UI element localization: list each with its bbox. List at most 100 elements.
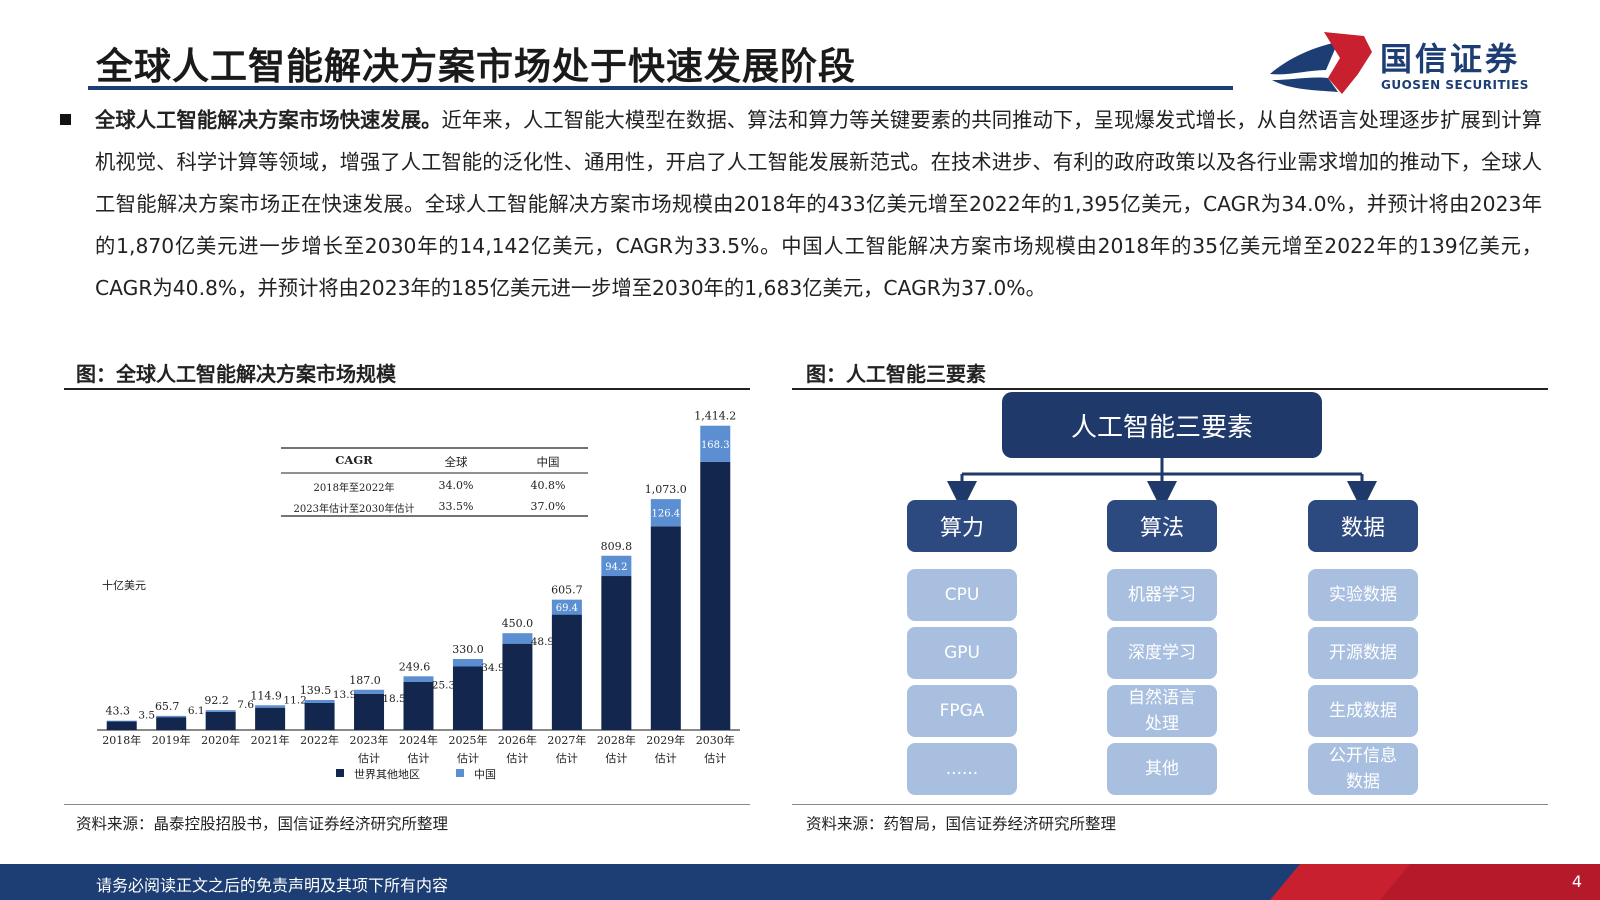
bar-world-1 xyxy=(156,717,187,730)
x-tick-label-2-0: 2020年 xyxy=(201,733,240,747)
total-label-11: 1,073.0 xyxy=(645,483,687,496)
footer-bar: 请务必阅读正文之后的免责声明及其项下所有内容 4 xyxy=(0,864,1600,900)
leaf-machine-learning: 机器学习 xyxy=(1107,569,1217,621)
diagram-connectors xyxy=(947,458,1377,511)
bar-world-10 xyxy=(601,576,632,730)
bar-china-0 xyxy=(106,720,137,722)
bar-world-4 xyxy=(304,702,335,730)
china-label-10: 94.2 xyxy=(605,562,627,573)
bar-china-10 xyxy=(601,555,632,577)
total-label-5: 187.0 xyxy=(349,674,381,687)
china-label-4: 13.9 xyxy=(333,689,356,701)
bar-world-5 xyxy=(354,693,385,730)
x-tick-label-3-0: 2021年 xyxy=(251,733,290,747)
cagr-row-1-china: 37.0% xyxy=(531,500,566,513)
figure-left-source: 资料来源：晶泰控股招股书，国信证券经济研究所整理 xyxy=(76,815,449,833)
china-label-2: 7.6 xyxy=(237,699,254,711)
bar-china-1 xyxy=(156,715,187,718)
cagr-row-1-global: 33.5% xyxy=(439,500,474,513)
bar-china-11 xyxy=(650,499,681,527)
china-label-0: 3.5 xyxy=(138,710,155,722)
bar-china-8 xyxy=(502,633,533,644)
figure-right-source: 资料来源：药智局，国信证券经济研究所整理 xyxy=(806,815,1117,833)
total-label-6: 249.6 xyxy=(399,660,431,673)
figure-left-title: 图：全球人工智能解决方案市场规模 xyxy=(76,362,396,386)
legend-label-china: 中国 xyxy=(474,768,496,781)
intro-paragraph: 全球人工智能解决方案市场快速发展。近年来，人工智能大模型在数据、算法和算力等关键… xyxy=(95,99,1542,309)
x-tick-label-9-1: 估计 xyxy=(556,752,578,765)
leaf-experimental-data: 实验数据 xyxy=(1308,569,1418,621)
china-label-6: 25.3 xyxy=(432,679,455,691)
bar-world-7 xyxy=(452,666,483,730)
leaf-deep-learning: 深度学习 xyxy=(1107,627,1217,679)
bar-china-9 xyxy=(551,599,582,615)
leaf-cpu: CPU xyxy=(907,569,1017,621)
guosen-logo: 国信证券 GUOSEN SECURITIES xyxy=(1268,30,1568,100)
bar-china-2 xyxy=(205,710,236,712)
leaf-public-info-data: 公开信息数据 xyxy=(1308,743,1418,795)
cagr-row-0-china: 40.8% xyxy=(531,479,566,492)
x-tick-label-11-0: 2029年 xyxy=(646,733,685,747)
total-label-1: 65.7 xyxy=(155,700,180,713)
leaf-other: 其他 xyxy=(1107,743,1217,795)
china-label-7: 34.9 xyxy=(481,662,504,674)
total-label-7: 330.0 xyxy=(452,643,484,656)
x-tick-label-12-0: 2030年 xyxy=(696,733,735,747)
china-label-11: 126.4 xyxy=(651,509,680,520)
total-label-9: 605.7 xyxy=(551,584,583,597)
china-label-12: 168.3 xyxy=(701,440,730,451)
total-label-10: 809.8 xyxy=(601,540,633,553)
leaf-gpu: GPU xyxy=(907,627,1017,679)
bar-world-0 xyxy=(106,721,137,730)
x-tick-label-1-0: 2019年 xyxy=(152,733,191,747)
figure-left-top-rule xyxy=(64,388,750,390)
total-label-4: 139.5 xyxy=(300,684,332,697)
cagr-row-0-label: 2018年至2022年 xyxy=(314,481,395,494)
x-tick-label-7-1: 估计 xyxy=(457,752,479,765)
figure-left-bottom-rule xyxy=(64,804,750,805)
x-tick-label-0-0: 2018年 xyxy=(102,733,141,747)
china-label-5: 18.5 xyxy=(382,693,405,705)
category-data: 数据 xyxy=(1308,500,1418,552)
bar-world-2 xyxy=(205,711,236,730)
legend-swatch-world xyxy=(336,769,344,777)
china-label-3: 11.2 xyxy=(283,694,306,706)
x-tick-label-6-0: 2024年 xyxy=(399,733,438,747)
total-label-0: 43.3 xyxy=(105,705,130,718)
china-label-1: 6.1 xyxy=(188,705,205,717)
figure-right-bottom-rule xyxy=(792,804,1548,805)
figure-right-title: 图：人工智能三要素 xyxy=(806,362,986,386)
x-tick-label-10-0: 2028年 xyxy=(597,733,636,747)
footer-disclaimer: 请务必阅读正文之后的免责声明及其项下所有内容 xyxy=(96,876,449,895)
logo-mark-icon xyxy=(1270,32,1372,94)
bar-world-9 xyxy=(551,614,582,730)
title-underline xyxy=(88,86,1233,90)
bar-china-12 xyxy=(700,425,731,462)
china-label-9: 69.4 xyxy=(556,603,578,614)
diagram-root-node: 人工智能三要素 xyxy=(1002,392,1322,458)
paragraph-text: 近年来，人工智能大模型在数据、算法和算力等关键要素的共同推动下，呈现爆发式增长，… xyxy=(95,108,1542,300)
legend-label-world: 世界其他地区 xyxy=(354,768,420,781)
cagr-row-0-global: 34.0% xyxy=(439,479,474,492)
x-tick-label-12-1: 估计 xyxy=(704,752,726,765)
footer-accent-icon xyxy=(1270,864,1600,900)
x-tick-label-10-1: 估计 xyxy=(605,752,627,765)
bar-china-6 xyxy=(403,676,434,682)
x-tick-label-7-0: 2025年 xyxy=(448,733,487,747)
paragraph-lead: 全球人工智能解决方案市场快速发展。 xyxy=(95,108,442,132)
x-tick-label-11-1: 估计 xyxy=(655,752,677,765)
bar-china-5 xyxy=(354,689,385,694)
unit-label: 十亿美元 xyxy=(102,578,146,592)
bullet-square-icon xyxy=(60,114,71,125)
bar-china-7 xyxy=(452,658,483,667)
category-compute: 算力 xyxy=(907,500,1017,552)
bar-world-11 xyxy=(650,526,681,730)
figure-right-top-rule xyxy=(792,388,1548,390)
leaf-generated-data: 生成数据 xyxy=(1308,685,1418,737)
bar-world-6 xyxy=(403,681,434,730)
leaf-nlp: 自然语言处理 xyxy=(1107,685,1217,737)
bar-china-4 xyxy=(304,699,335,703)
cagr-header-2: 中国 xyxy=(537,455,560,469)
x-tick-label-5-0: 2023年 xyxy=(350,733,389,747)
market-size-chart: 43.3 3.5 2018年 65.7 6.1 2019年 92.2 7.6 2020年 114.… xyxy=(97,410,740,781)
